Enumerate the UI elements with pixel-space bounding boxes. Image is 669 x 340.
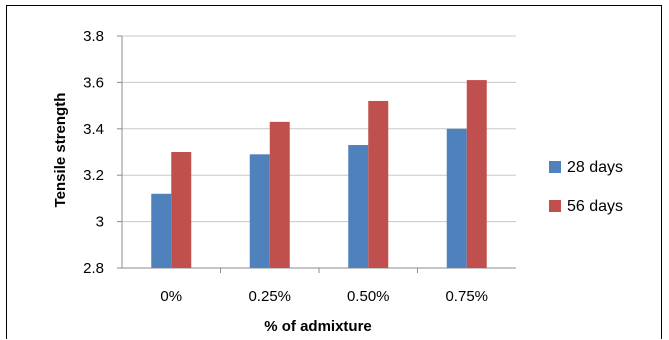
bar-56-days-0.50pct [368,100,389,269]
legend-swatch [549,161,561,173]
y-tick-label: 2.8 [83,260,104,277]
x-tick-label: 0.25% [248,288,291,305]
y-tick-label: 3.6 [83,74,104,91]
y-tick-label: 3.2 [83,167,104,184]
y-axis: 2.8 3 3.2 3.4 3.6 3.8 [83,28,123,277]
bar-56-days-0.75pct [466,80,487,268]
bar-28-days-0.50pct [348,145,369,268]
legend-swatch [549,200,561,212]
bar-28-days-0pct [151,193,172,268]
legend-label: 28 days [567,159,623,176]
legend-label: 56 days [567,198,623,215]
y-tick-label: 3 [96,214,104,231]
y-axis-title: Tensile strength [52,93,69,208]
x-axis: 0% 0.25% 0.50% 0.75% [122,267,516,305]
bar-28-days-0.25pct [249,154,270,268]
x-tick-label: 0.50% [347,288,390,305]
legend: 28 days 56 days [549,159,623,215]
chart-frame [6,5,662,339]
y-tick-label: 3.8 [83,28,104,45]
bar-56-days-0pct [171,152,192,268]
bar-28-days-0.75pct [446,128,467,268]
bar-56-days-0.25pct [269,121,290,268]
bars [151,80,487,269]
x-tick-label: 0.75% [445,288,488,305]
x-tick-label: 0% [160,288,182,305]
y-tick-label: 3.4 [83,121,104,138]
x-axis-title: % of admixture [264,318,372,335]
